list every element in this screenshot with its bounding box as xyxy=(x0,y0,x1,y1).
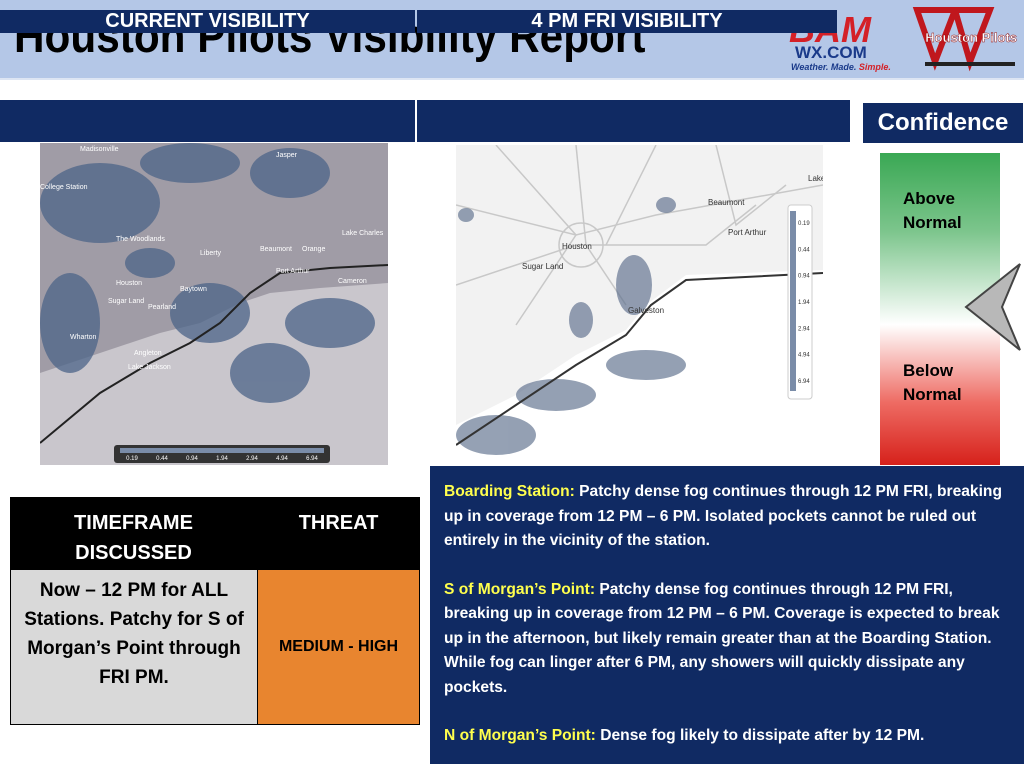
confidence-title: Confidence xyxy=(863,103,1023,143)
map-label: Lake xyxy=(808,174,823,183)
map-label: Orange xyxy=(302,246,325,253)
legend-label: 0.94 xyxy=(186,456,198,462)
legend-label: 2.94 xyxy=(246,456,258,462)
below-label: Below Normal xyxy=(903,361,962,404)
legend-label: 6.94 xyxy=(306,456,318,462)
tagline-end: Simple. xyxy=(859,62,891,72)
map-label: Liberty xyxy=(200,250,222,257)
note: Boarding Station: Patchy dense fog conti… xyxy=(444,480,1012,554)
logos: BAM WX.COM Weather. Made. Simple. Housto… xyxy=(789,7,1017,72)
pointer xyxy=(964,263,1021,351)
notes-panel: Boarding Station: Patchy dense fog conti… xyxy=(430,466,1024,764)
map-label: Beaumont xyxy=(260,246,292,253)
coastline xyxy=(40,264,388,444)
map-label: Houston xyxy=(116,280,142,287)
section-bar xyxy=(0,100,850,142)
partner: Houston Pilots xyxy=(925,30,1017,45)
note: N of Morgan’s Point: Dense fog likely to… xyxy=(444,724,1012,749)
legend-label: 2.94 xyxy=(798,326,810,332)
map-label: Lake Jackson xyxy=(128,364,171,371)
current-map: Madisonville Jasper College Station The … xyxy=(40,143,388,465)
map-label: College Station xyxy=(40,184,88,191)
map-labels: Madisonville Jasper College Station The … xyxy=(40,146,384,371)
threat-cell: MEDIUM - HIGH xyxy=(258,570,419,724)
map-label: Sugar Land xyxy=(108,298,144,305)
note-text: Dense fog likely to dissipate after by 1… xyxy=(600,727,925,744)
tagline: Weather. Made. Simple. xyxy=(791,62,891,72)
divider xyxy=(415,100,417,142)
map-label: Beaumont xyxy=(708,198,745,207)
legend-label: 0.44 xyxy=(156,456,168,462)
legend-bar xyxy=(790,211,796,391)
legend-labels: 0.19 0.44 0.94 1.94 2.94 4.94 6.94 xyxy=(126,456,318,462)
table-header xyxy=(11,498,419,570)
note-label: S of Morgan’s Point: xyxy=(444,580,596,598)
legend-label: 4.94 xyxy=(798,353,810,359)
roads xyxy=(456,145,823,326)
legend-label: 6.94 xyxy=(798,379,810,385)
legend-labels: 0.19 0.44 0.94 1.94 2.94 4.94 6.94 xyxy=(798,221,810,385)
coastline xyxy=(456,272,823,446)
map-label: Angleton xyxy=(134,350,162,357)
fog-areas xyxy=(456,197,686,455)
map-label: Sugar Land xyxy=(522,262,563,271)
map-label: Houston xyxy=(562,242,592,251)
legend-label: 0.44 xyxy=(798,247,810,253)
note-text: Patchy dense fog continues through 12 PM… xyxy=(444,580,1000,696)
map-label: Madisonville xyxy=(80,146,119,153)
legend-bar xyxy=(120,448,324,453)
map-label: Port Arthur xyxy=(728,228,767,237)
timeframe-cell: Now – 12 PM for ALL Stations. Patchy for… xyxy=(24,580,244,688)
partner-mark xyxy=(912,7,995,72)
map-label: Wharton xyxy=(70,334,97,341)
map-label: Lake Charles xyxy=(342,230,384,237)
legend-label: 4.94 xyxy=(276,456,288,462)
map-label: Port Arthur xyxy=(276,268,310,275)
confidence-pointer xyxy=(964,263,1021,351)
map-label: The Woodlands xyxy=(116,236,165,243)
legend-label: 0.19 xyxy=(798,221,810,227)
map-label: Baytown xyxy=(180,286,207,293)
above-label: Above Normal xyxy=(903,189,962,232)
legend-label: 1.94 xyxy=(216,456,228,462)
note-label: Boarding Station: xyxy=(444,483,575,500)
note-text: Patchy dense fog continues through 12 PM… xyxy=(444,483,1002,549)
header-cell: TIMEFRAME DISCUSSED xyxy=(74,512,193,564)
note: S of Morgan’s Point: Patchy dense fog co… xyxy=(444,578,1012,701)
note-label: N of Morgan’s Point: xyxy=(444,727,596,744)
map-labels: Lake Beaumont Port Arthur Houston Sugar … xyxy=(522,174,823,315)
cell-bg xyxy=(11,570,258,724)
current-title: CURRENT VISIBILITY xyxy=(0,10,415,33)
header-cell: THREAT xyxy=(298,512,379,534)
forecast-title: 4 PM FRI VISIBILITY xyxy=(417,10,837,33)
map-label: Jasper xyxy=(276,152,298,159)
forecast-map: Lake Beaumont Port Arthur Houston Sugar … xyxy=(456,145,823,465)
threat-table: TIMEFRAME DISCUSSED THREAT Now – 12 PM f… xyxy=(10,497,420,725)
tagline-start: Weather. Made. xyxy=(791,62,856,72)
logo-domain: WX.COM xyxy=(795,43,867,62)
map-label: Cameron xyxy=(338,278,367,285)
legend-label: 0.19 xyxy=(126,456,138,462)
legend-label: 1.94 xyxy=(798,300,810,306)
map-label: Galveston xyxy=(628,306,664,315)
map-label: Pearland xyxy=(148,304,176,311)
fog-areas xyxy=(40,143,375,403)
legend-label: 0.94 xyxy=(798,274,810,280)
